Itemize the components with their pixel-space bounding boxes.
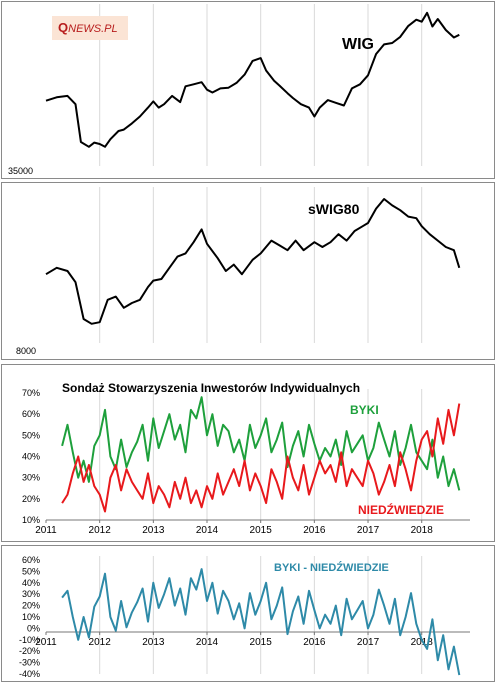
swig80-title: sWIG80 (308, 201, 360, 217)
x-tick-label: 2016 (303, 637, 326, 648)
x-tick-label: 2015 (250, 637, 273, 648)
x-tick-label: 2013 (142, 525, 165, 536)
x-tick-label: 2018 (411, 525, 434, 536)
x-tick-label: 2016 (303, 525, 326, 536)
spread-chart: 60%50% 40%30% 20%10%0% -10%-20% -30%-40% 2011… (19, 555, 470, 679)
x-tick-label: 2011 (35, 637, 57, 648)
logo-q: Q (58, 20, 69, 35)
survey-title: Sondaż Stowarzyszenia Inwestorów Indywid… (62, 381, 361, 395)
y-tick-label: 60% (22, 555, 40, 565)
series-line (61, 396, 461, 491)
y-tick-label: 50% (22, 566, 40, 576)
x-tick-label: 2012 (89, 637, 112, 648)
x-tick-label: 2012 (89, 525, 112, 536)
y-tick-label: 20% (22, 494, 40, 504)
survey-chart: 70% 60% 50% 40% 30% 20% 10%2011 2012 2013 2014 201… (22, 388, 470, 536)
survey-panel: 70% 60% 50% 40% 30% 20% 10% 2011 2012 2013 2014 201… (1, 364, 495, 542)
y-tick-label: -10% (19, 635, 40, 645)
series-line (61, 568, 461, 676)
y-tick-label: 10% (22, 612, 40, 622)
y-tick-label: 0% (27, 623, 40, 633)
logo-rest: NEWS.PL (68, 23, 118, 35)
swig80-chart (45, 187, 461, 343)
x-tick-label: 2017 (357, 525, 380, 536)
y-tick-label: 10% (22, 515, 40, 525)
y-tick-label: -30% (19, 658, 40, 668)
x-tick-label: 2014 (196, 525, 219, 536)
swig80-panel: sWIG80 8000 (1, 182, 495, 360)
y-tick-label: 20% (22, 601, 40, 611)
x-tick-label: 2015 (250, 525, 273, 536)
y-tick-label: 40% (22, 452, 40, 462)
y-tick-label: -20% (19, 646, 40, 656)
byki-label: BYKI (350, 403, 379, 417)
y-tick-label: 60% (22, 409, 40, 419)
series-line (45, 198, 461, 325)
y-tick-label: 30% (22, 589, 40, 599)
y-tick-label: 50% (22, 430, 40, 440)
qnews-logo: QNEWS.PL (52, 16, 128, 40)
y-tick-label: 70% (22, 388, 40, 398)
x-tick-label: 2014 (196, 637, 219, 648)
x-tick-label: 2017 (357, 637, 380, 648)
series-line (45, 11, 460, 148)
y-tick-label: 40% (22, 578, 40, 588)
y-tick-label: 30% (22, 473, 40, 483)
y-tick-label: -40% (19, 669, 40, 679)
wig-title: WIG (342, 36, 374, 53)
spread-panel: 60% 50% 40% 30% 20% 10% 0% -10% -20% -30% -40% 2011… (1, 545, 495, 682)
swig80-ymin-label: 8000 (16, 346, 37, 356)
wig-panel: QNEWS.PL WIG 35000 (1, 1, 495, 179)
x-tick-label: 2018 (411, 637, 434, 648)
wig-chart (45, 4, 460, 166)
x-tick-label: 2013 (142, 637, 165, 648)
x-tick-label: 2011 (35, 525, 57, 536)
niedzwiedzie-label: NIEDŹWIEDZIE (358, 503, 444, 517)
series-line (61, 403, 461, 513)
spread-label: BYKI - NIEDŹWIEDZIE (274, 562, 389, 574)
wig-ymin-label: 35000 (8, 166, 34, 176)
